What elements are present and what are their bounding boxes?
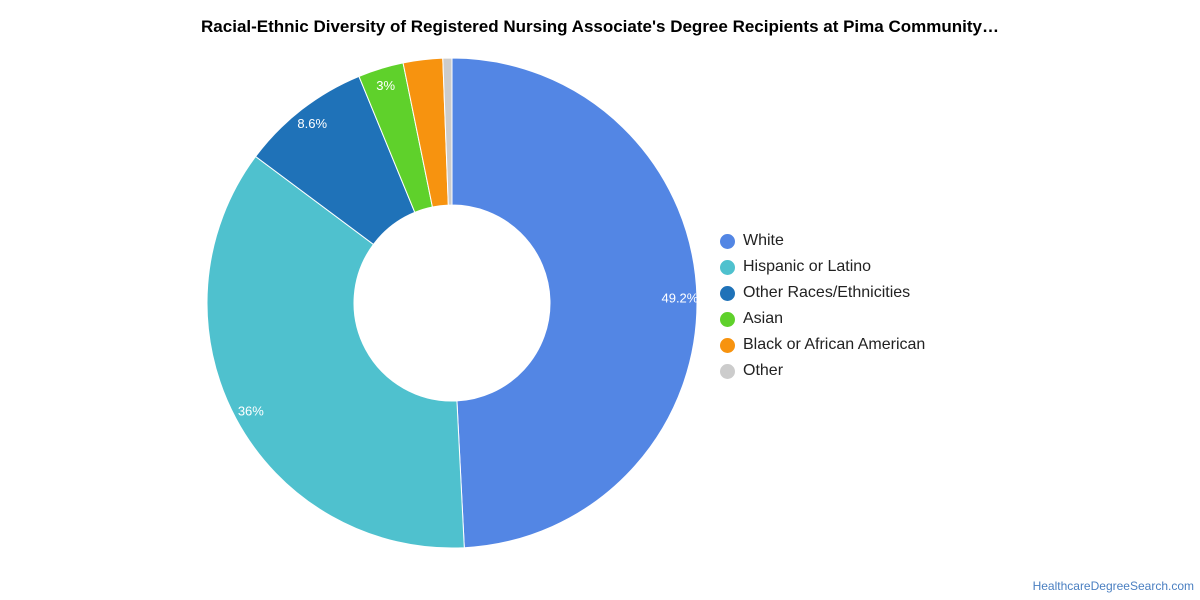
legend-swatch	[720, 311, 735, 327]
data-label-asian: 3%	[376, 78, 395, 93]
slice-other[interactable]	[442, 57, 453, 206]
chart-title: Racial-Ethnic Diversity of Registered Nu…	[201, 17, 999, 36]
slice-white[interactable]	[451, 57, 698, 549]
legend-item-other-races-ethnicities[interactable]: Other Races/Ethnicities	[720, 280, 925, 306]
legend-swatch	[720, 363, 735, 379]
legend-swatch	[720, 285, 735, 301]
legend-item-hispanic-or-latino[interactable]: Hispanic or Latino	[720, 254, 925, 280]
legend-swatch	[720, 259, 735, 275]
data-label-white: 49.2%	[661, 290, 698, 305]
legend-swatch	[720, 233, 735, 249]
legend-label: Other	[743, 362, 784, 379]
legend-item-white[interactable]: White	[720, 228, 925, 254]
legend-item-black-or-african-american[interactable]: Black or African American	[720, 332, 925, 358]
legend-label: White	[743, 232, 784, 249]
legend-item-asian[interactable]: Asian	[720, 306, 925, 332]
legend-label: Black or African American	[743, 336, 926, 353]
data-label-other-races-ethnicities: 8.6%	[297, 116, 327, 131]
legend-item-other[interactable]: Other	[720, 358, 925, 384]
legend-swatch	[720, 337, 735, 353]
legend-label: Hispanic or Latino	[743, 258, 872, 275]
slice-hispanic-or-latino[interactable]	[206, 155, 465, 549]
chart-legend: White Hispanic or Latino Other Races/Ethni…	[720, 228, 925, 384]
data-label-hispanic-or-latino: 36%	[238, 403, 264, 418]
legend-label: Asian	[743, 310, 784, 327]
source-credit-link[interactable]: HealthcareDegreeSearch.com	[1032, 579, 1194, 593]
legend-label: Other Races/Ethnicities	[743, 284, 911, 301]
